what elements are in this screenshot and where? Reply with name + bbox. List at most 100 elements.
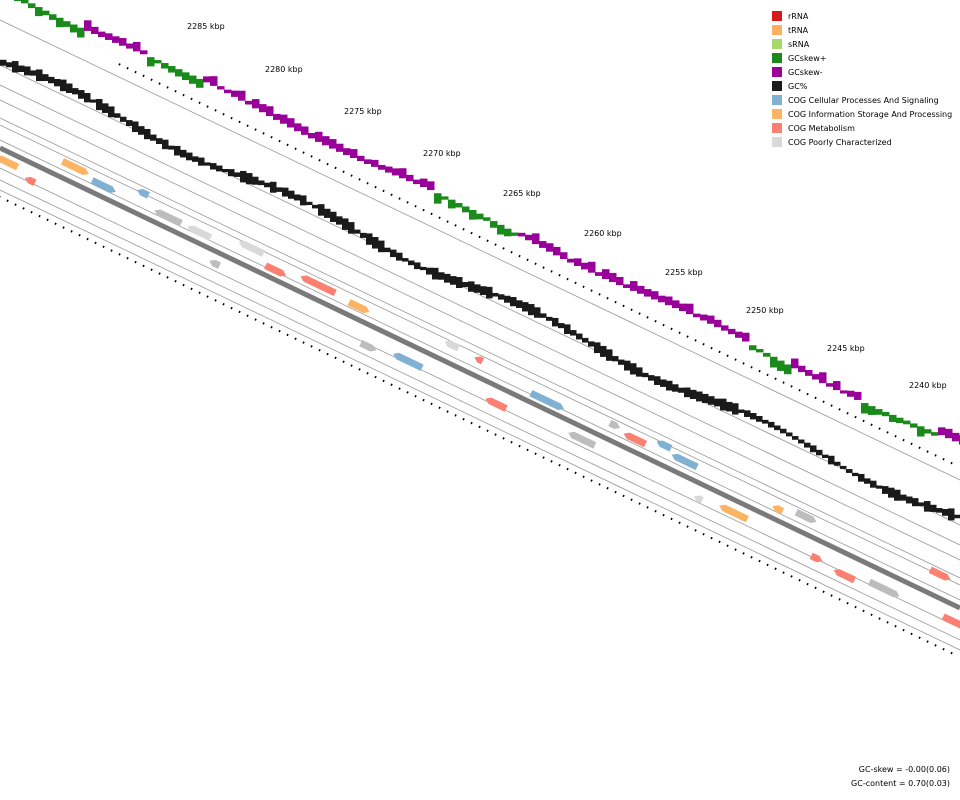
gc-skew-minus-bar <box>343 148 351 155</box>
gc-skew-plus-bar <box>77 27 85 38</box>
gc-content-bar <box>342 218 349 230</box>
gc-skew-plus-bar <box>511 232 519 236</box>
scale-tick <box>526 258 529 262</box>
scale-tick <box>46 218 49 222</box>
gc-content-bar <box>108 106 115 118</box>
gene-arrow <box>485 397 508 412</box>
scale-tick <box>310 345 313 348</box>
scale-tick <box>478 425 481 429</box>
gc-content-bar <box>96 99 103 111</box>
gc-content-bar <box>846 469 853 473</box>
gc-content-bar <box>186 152 193 161</box>
scale-tick <box>502 437 505 440</box>
legend-item-gcskew-minus: GCskew- <box>772 65 960 79</box>
scale-tick <box>878 617 881 620</box>
scale-tick <box>438 406 441 409</box>
gc-skew-plus-bar <box>763 352 771 357</box>
gc-skew-plus-bar <box>903 420 911 425</box>
scale-tick <box>670 517 673 521</box>
gc-skew-plus-bar <box>749 345 757 351</box>
scale-tick <box>174 279 177 283</box>
gc-skew-minus-bar <box>847 390 855 397</box>
scale-tick <box>694 339 697 342</box>
gc-content-bar <box>456 277 463 288</box>
gc-skew-plus-bar <box>784 364 792 375</box>
gc-content-stat: GC-content = 0.70(0.03) <box>851 779 950 788</box>
legend-label: COG Information Storage And Processing <box>788 109 953 119</box>
gc-content-bar <box>348 222 355 234</box>
gc-content-bar <box>228 169 235 177</box>
gc-skew-plus-bar <box>497 224 505 235</box>
gc-skew-plus-bar <box>154 60 162 64</box>
scale-tick <box>774 567 777 570</box>
scale-tick <box>14 203 17 206</box>
scale-tick <box>182 283 185 287</box>
gc-content-bar <box>450 276 457 285</box>
scale-tick <box>150 268 153 271</box>
scale-tick <box>286 143 289 147</box>
scale-tick <box>214 109 217 112</box>
gc-content-bar <box>660 379 667 387</box>
scale-tick <box>734 358 737 361</box>
scale-tick <box>246 314 249 317</box>
gc-content-bar <box>6 62 13 68</box>
gc-skew-plus-bar <box>931 432 939 436</box>
scale-tick <box>254 128 257 131</box>
gc-skew-minus-bar <box>812 374 820 380</box>
gc-skew-minus-bar <box>413 179 421 185</box>
scale-tick <box>118 253 121 256</box>
scale-tick <box>582 475 585 478</box>
gc-skew-minus-bar <box>539 241 547 248</box>
gc-content-bar <box>288 190 295 199</box>
gc-skew-minus-bar <box>280 114 288 124</box>
gene-track <box>0 155 960 629</box>
scale-tick <box>502 247 505 250</box>
gc-content-bar <box>690 389 697 400</box>
gc-skew-minus-bar <box>833 381 841 391</box>
gc-skew-minus-bar <box>952 432 960 442</box>
gc-skew-plus-bar <box>882 412 890 417</box>
gc-skew-minus-bar <box>742 332 750 342</box>
gc-skew-minus-bar <box>259 104 267 113</box>
legend-item-cog-information: COG Information Storage And Processing <box>772 107 960 121</box>
gc-skew-minus-bar <box>308 132 316 139</box>
gc-content-bar <box>864 478 871 484</box>
gc-content-bar <box>72 88 79 95</box>
gc-skew-plus-bar <box>56 17 64 28</box>
gc-content-bar <box>894 489 901 501</box>
gc-skew-minus-bar <box>581 262 589 270</box>
scale-tick <box>190 287 193 291</box>
gc-content-bar <box>48 76 55 84</box>
scale-tick <box>902 438 905 442</box>
gc-skew-plus-bar <box>448 199 456 209</box>
scale-tick <box>566 467 569 471</box>
scale-tick <box>526 448 529 452</box>
scale-tick <box>166 86 169 89</box>
gc-content-bar <box>12 61 19 73</box>
scale-tick <box>430 402 433 406</box>
scale-tick <box>30 210 33 214</box>
scale-tick <box>726 544 729 547</box>
gc-content-bar <box>648 375 655 381</box>
scale-tick <box>830 594 833 597</box>
scale-tick <box>326 352 329 356</box>
gene-arrow <box>656 440 673 452</box>
gc-skew-plus-bar <box>161 63 169 69</box>
gc-skew-minus-bar <box>945 428 953 439</box>
gc-content-bar <box>144 128 151 140</box>
gc-content-bar <box>486 286 493 299</box>
gc-skew-plus-bar <box>490 221 498 228</box>
scale-tick <box>126 66 129 70</box>
gc-content-bar <box>600 345 607 357</box>
gene-arrow <box>24 176 37 186</box>
gc-skew-minus-bar <box>378 164 386 170</box>
gc-content-bar <box>84 93 91 103</box>
ring-line <box>0 99 960 561</box>
gc-content-bar <box>156 138 163 145</box>
legend-label: COG Cellular Processes And Signaling <box>788 95 939 105</box>
gc-skew-minus-bar <box>126 43 134 49</box>
scale-tick <box>822 400 825 403</box>
gc-skew-minus-bar <box>651 291 659 300</box>
gc-content-bar <box>780 428 787 434</box>
gc-skew-minus-bar <box>385 166 393 173</box>
